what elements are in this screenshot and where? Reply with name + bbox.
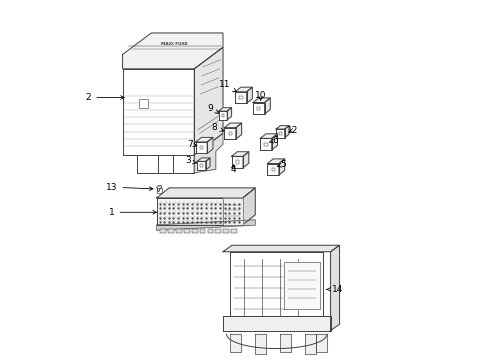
Polygon shape (230, 252, 323, 316)
Text: 8: 8 (211, 123, 224, 132)
Bar (183, 229, 189, 233)
Polygon shape (194, 134, 223, 173)
Polygon shape (276, 126, 288, 129)
Polygon shape (156, 188, 255, 198)
Polygon shape (224, 123, 241, 128)
Polygon shape (195, 142, 207, 153)
Polygon shape (235, 87, 252, 92)
Polygon shape (156, 220, 255, 230)
Polygon shape (223, 245, 339, 252)
Polygon shape (223, 316, 330, 330)
Polygon shape (253, 103, 264, 114)
Polygon shape (194, 47, 223, 155)
Text: 7: 7 (187, 140, 197, 149)
Polygon shape (158, 155, 172, 173)
Text: 14: 14 (326, 285, 343, 294)
Text: MAXI FUSE: MAXI FUSE (161, 42, 187, 46)
Polygon shape (231, 156, 243, 168)
Text: 6: 6 (269, 136, 277, 145)
Text: 13: 13 (106, 183, 153, 192)
Polygon shape (218, 108, 231, 111)
Bar (235, 161, 239, 164)
Polygon shape (224, 128, 235, 139)
Polygon shape (305, 334, 316, 354)
Bar (207, 229, 213, 233)
Text: 9: 9 (207, 104, 218, 113)
Polygon shape (255, 334, 265, 354)
Polygon shape (330, 245, 339, 330)
Polygon shape (195, 138, 212, 142)
Polygon shape (227, 108, 231, 120)
Bar (199, 229, 205, 233)
Bar (139, 99, 147, 108)
Bar (279, 132, 281, 135)
Polygon shape (122, 155, 137, 173)
Polygon shape (218, 111, 227, 120)
Polygon shape (267, 163, 278, 175)
Polygon shape (280, 334, 290, 352)
Polygon shape (316, 334, 326, 352)
Bar (257, 107, 260, 110)
Polygon shape (242, 188, 255, 225)
Polygon shape (278, 159, 284, 175)
Text: 2: 2 (85, 93, 124, 102)
Bar (222, 114, 224, 117)
Polygon shape (235, 92, 246, 103)
Polygon shape (243, 152, 248, 168)
Bar (176, 229, 182, 233)
Polygon shape (260, 138, 271, 150)
Bar (200, 146, 203, 149)
Polygon shape (122, 69, 194, 155)
Bar (264, 143, 267, 146)
Polygon shape (253, 98, 270, 103)
Bar (200, 165, 202, 167)
Text: 1: 1 (109, 208, 156, 217)
Bar (156, 188, 162, 193)
Polygon shape (156, 198, 242, 225)
Bar (191, 229, 197, 233)
Polygon shape (260, 134, 277, 138)
Bar (160, 229, 165, 233)
Polygon shape (230, 334, 241, 352)
Polygon shape (267, 159, 284, 163)
Polygon shape (197, 161, 205, 170)
Bar (231, 229, 237, 233)
Text: 10: 10 (254, 91, 266, 100)
Bar (215, 229, 221, 233)
Polygon shape (205, 158, 210, 170)
Text: 4: 4 (230, 165, 235, 174)
Bar (223, 229, 228, 233)
Polygon shape (207, 138, 212, 153)
Polygon shape (122, 33, 223, 69)
Polygon shape (172, 155, 194, 173)
Polygon shape (284, 126, 288, 138)
Text: 5: 5 (277, 161, 285, 170)
Text: 11: 11 (219, 81, 236, 92)
Polygon shape (235, 123, 241, 139)
Bar (168, 229, 174, 233)
Text: 3: 3 (184, 157, 196, 166)
Bar (271, 168, 274, 171)
Text: 12: 12 (286, 126, 298, 135)
Polygon shape (223, 198, 242, 225)
Polygon shape (264, 98, 270, 114)
Polygon shape (231, 152, 248, 156)
Polygon shape (276, 129, 284, 138)
Polygon shape (197, 158, 210, 161)
Bar (228, 132, 231, 135)
Polygon shape (246, 87, 252, 103)
Bar (239, 96, 242, 99)
Polygon shape (284, 262, 319, 309)
Polygon shape (271, 134, 277, 150)
